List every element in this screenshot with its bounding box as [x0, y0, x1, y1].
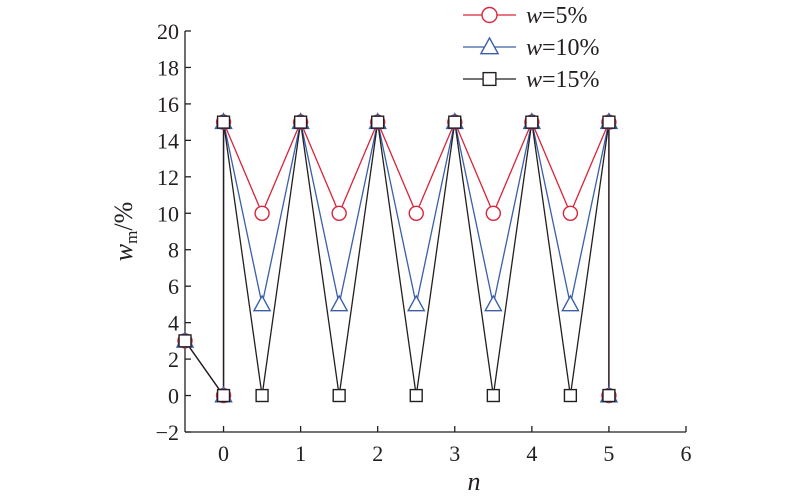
y-tick-label: 16	[157, 92, 179, 117]
square-marker	[178, 334, 192, 348]
square-marker	[525, 115, 539, 129]
triangle-marker	[329, 294, 349, 312]
y-axis-title-sub: m	[122, 231, 141, 244]
y-tick-label: 12	[157, 165, 179, 190]
legend-label-var: w	[526, 3, 542, 29]
axis-titles: n wm/%	[109, 202, 481, 496]
series-triangle	[184, 122, 610, 398]
y-tick-label: 2	[168, 347, 179, 372]
square-marker	[602, 388, 616, 403]
x-tick-label: 3	[449, 441, 460, 466]
square-marker	[409, 388, 423, 403]
x-tick-label: 0	[218, 441, 229, 466]
y-tick-label: 18	[157, 55, 179, 80]
square-marker	[371, 115, 385, 129]
square-marker	[448, 115, 462, 129]
legend-label-value: =5%	[542, 3, 588, 29]
legend-item: w=5%	[463, 3, 588, 29]
series-layer	[175, 112, 619, 404]
square-marker	[255, 388, 269, 403]
circle-marker	[331, 205, 347, 221]
series-markers-square	[178, 115, 616, 403]
legend-label-var: w	[526, 35, 542, 61]
triangle-marker	[252, 294, 272, 312]
legend-label: w=5%	[526, 3, 588, 29]
square-marker	[293, 115, 308, 129]
x-tick-label: 6	[681, 441, 692, 466]
y-tick-label: 4	[168, 311, 179, 336]
circle-marker	[562, 205, 579, 221]
x-tick-label: 2	[372, 441, 383, 466]
legend-label: w=15%	[526, 67, 600, 93]
triangle-marker	[479, 36, 500, 55]
legend-item: w=15%	[463, 67, 600, 93]
square-marker	[216, 115, 231, 129]
square-marker	[216, 388, 231, 403]
y-tick-label: 14	[157, 128, 179, 153]
circle-marker	[408, 205, 424, 221]
square-marker	[602, 115, 616, 129]
legend: w=5%w=10%w=15%	[463, 3, 600, 93]
y-tick-label: −2	[156, 420, 179, 445]
series-line	[184, 122, 610, 398]
legend-item: w=10%	[463, 35, 600, 61]
y-axis-title-unit: /%	[109, 202, 138, 231]
legend-label-var: w	[526, 67, 542, 93]
y-axis-title: wm/%	[109, 202, 141, 261]
circle-marker	[254, 205, 270, 221]
x-axis-title: n	[468, 467, 481, 496]
triangle-marker	[406, 294, 426, 312]
circle-marker	[485, 205, 502, 221]
y-tick-label: 6	[168, 274, 179, 299]
square-marker	[332, 388, 346, 403]
y-tick-label: 0	[168, 384, 179, 409]
y-tick-label: 8	[168, 238, 179, 263]
legend-label-value: =15%	[542, 67, 600, 93]
y-tick-label: 10	[157, 201, 179, 226]
series-line	[184, 120, 610, 398]
series-line	[184, 122, 610, 398]
triangle-marker	[561, 294, 580, 312]
series-circle	[184, 120, 610, 398]
square-marker	[482, 71, 497, 87]
series-square	[184, 122, 610, 398]
x-tick-label: 4	[526, 441, 537, 466]
x-tick-label: 5	[603, 441, 614, 466]
legend-label-value: =10%	[542, 35, 600, 61]
y-axis-title-var: w	[109, 243, 138, 261]
circle-marker	[481, 6, 498, 24]
x-tick-label: 1	[295, 441, 306, 466]
triangle-marker	[484, 294, 503, 312]
square-marker	[486, 388, 500, 403]
y-tick-label: 20	[157, 19, 179, 44]
square-marker	[563, 388, 578, 403]
legend-label: w=10%	[526, 35, 600, 61]
